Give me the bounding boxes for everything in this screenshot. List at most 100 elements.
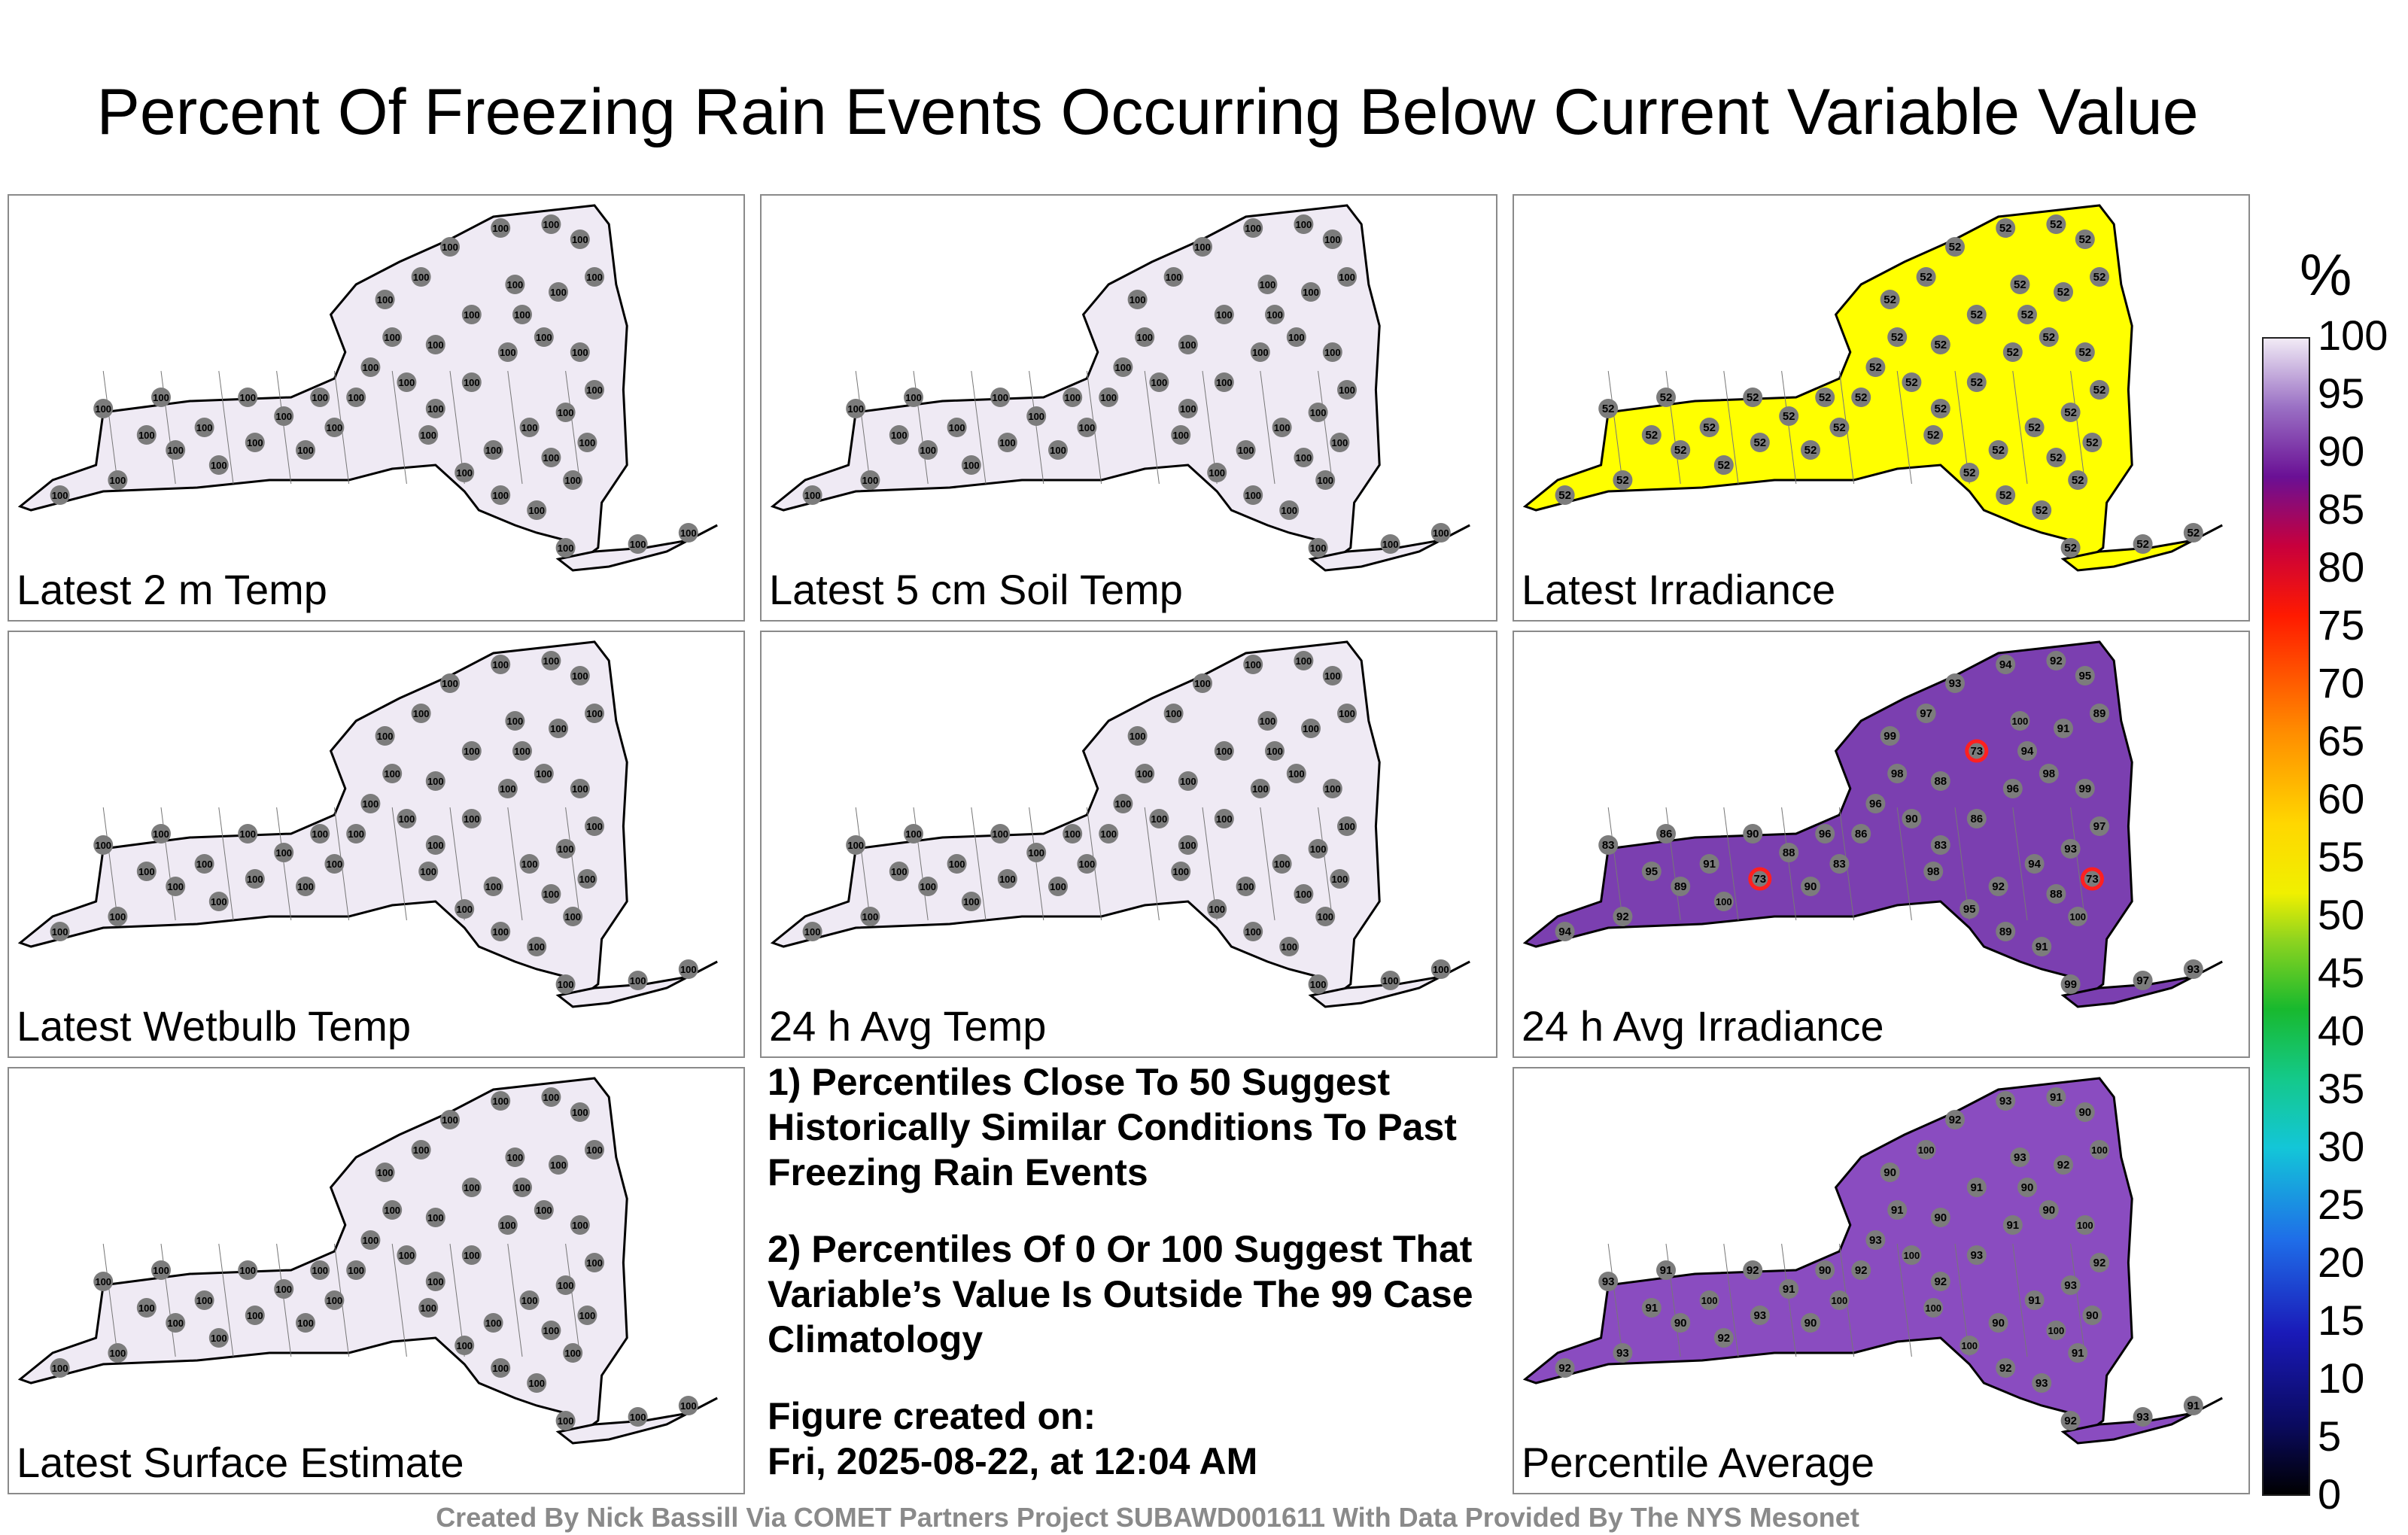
station-value: 52 <box>2057 286 2070 299</box>
station-marker: 90 <box>2075 1102 2095 1122</box>
station-marker: 100 <box>136 1298 157 1318</box>
station-marker: 100 <box>151 1260 171 1280</box>
station-value: 86 <box>1660 828 1673 840</box>
station-value: 52 <box>1616 474 1629 487</box>
station-value: 100 <box>1281 505 1297 516</box>
station-marker: 100 <box>1265 741 1285 761</box>
station-marker: 73 <box>1748 867 1772 891</box>
station-marker: 100 <box>889 425 909 445</box>
station-marker: 100 <box>519 1290 540 1310</box>
station-marker: 90 <box>2039 1200 2059 1220</box>
station-marker: 93 <box>1613 1343 1633 1363</box>
county-line <box>2012 370 2028 485</box>
station-value: 100 <box>456 467 473 479</box>
colorbar-tick-label: 85 <box>2318 485 2365 533</box>
station-value: 93 <box>1970 1249 1983 1262</box>
station-value: 100 <box>1433 527 1449 539</box>
station-value: 100 <box>1317 911 1333 923</box>
station-value: 100 <box>1324 234 1341 245</box>
station-value: 90 <box>2086 1309 2099 1322</box>
station-value: 100 <box>804 926 821 938</box>
figure-title: Percent Of Freezing Rain Events Occurrin… <box>96 76 2199 148</box>
station-value: 100 <box>630 975 646 986</box>
station-value: 100 <box>413 708 430 719</box>
station-value: 100 <box>1324 670 1341 682</box>
station-marker: 92 <box>2046 651 2066 670</box>
map-panel: 100 100 100 100 100 100 100 100 100 100 100 100 100 1… <box>8 194 745 622</box>
station-marker: 100 <box>1294 214 1314 234</box>
station-value: 100 <box>543 889 560 900</box>
station-marker: 100 <box>108 907 128 926</box>
station-value: 100 <box>1100 392 1117 403</box>
station-value: 52 <box>2050 218 2063 231</box>
station-value: 100 <box>399 813 415 825</box>
station-value: 90 <box>1819 1264 1832 1277</box>
map-panel: 92 93 91 90 100 92 93 91 90 100 92 93 91 90 100 92 93 91 9… <box>1513 1067 2250 1494</box>
station-marker: 52 <box>2075 229 2095 249</box>
station-value: 100 <box>949 859 965 870</box>
station-value: 100 <box>312 1265 328 1276</box>
station-value: 100 <box>95 403 111 415</box>
station-marker: 100 <box>1699 1290 1719 1310</box>
station-value: 100 <box>492 1363 509 1374</box>
station-value: 100 <box>297 445 314 456</box>
station-value: 100 <box>572 347 588 358</box>
station-value: 91 <box>2050 1091 2063 1104</box>
station-marker: 100 <box>541 448 561 467</box>
station-value: 100 <box>1266 746 1283 757</box>
station-value: 100 <box>586 272 603 283</box>
station-marker: 90 <box>1801 877 1820 896</box>
station-value: 93 <box>2064 1279 2077 1292</box>
station-marker: 100 <box>585 380 604 400</box>
station-marker: 52 <box>2183 523 2203 543</box>
station-marker: 100 <box>555 1411 576 1430</box>
station-value: 100 <box>1245 926 1261 938</box>
station-marker: 100 <box>860 470 880 490</box>
county-line <box>1318 370 1333 485</box>
station-marker: 100 <box>1048 440 1068 460</box>
station-marker: 92 <box>1851 1260 1871 1280</box>
station-marker: 100 <box>310 824 330 843</box>
station-marker: 89 <box>1996 922 2016 941</box>
station-value: 100 <box>528 941 545 953</box>
station-value: 52 <box>1970 309 1983 321</box>
station-value: 52 <box>1920 271 1932 284</box>
station-value: 100 <box>1339 821 1355 832</box>
station-value: 92 <box>1717 1332 1730 1345</box>
station-value: 100 <box>1918 1144 1935 1156</box>
station-marker: 100 <box>577 433 597 452</box>
station-marker: 52 <box>1815 388 1835 407</box>
station-marker: 52 <box>1713 455 1734 475</box>
station-marker: 100 <box>1337 816 1357 836</box>
station-marker: 100 <box>397 1245 417 1265</box>
county-line <box>1723 1243 1739 1357</box>
station-marker: 100 <box>1308 974 1328 994</box>
station-value: 100 <box>543 655 560 667</box>
station-marker: 100 <box>310 388 330 407</box>
station-marker: 52 <box>1598 399 1619 418</box>
station-value: 100 <box>891 866 908 877</box>
station-marker: 93 <box>1865 1230 1886 1250</box>
station-marker: 100 <box>570 666 590 685</box>
station-marker: 100 <box>2046 1321 2066 1340</box>
station-value: 100 <box>1310 979 1327 990</box>
station-marker: 52 <box>1699 418 1719 437</box>
map-panel: 100 100 100 100 100 100 100 100 100 100 100 100 100 1… <box>760 631 1497 1058</box>
station-value: 100 <box>327 1295 343 1306</box>
station-marker: 100 <box>585 704 604 723</box>
station-value: 93 <box>1616 1347 1629 1360</box>
station-marker: 100 <box>549 282 568 302</box>
county-line <box>1029 807 1044 921</box>
station-marker: 52 <box>1945 237 1965 257</box>
station-marker: 52 <box>2039 327 2059 347</box>
station-value: 100 <box>456 1340 473 1351</box>
station-marker: 100 <box>1337 267 1357 287</box>
station-value: 100 <box>1136 332 1153 343</box>
station-value: 52 <box>2187 527 2200 540</box>
station-marker: 100 <box>1135 327 1155 347</box>
station-marker: 90 <box>1902 809 1922 828</box>
state-outline <box>1522 204 2133 569</box>
panel-label: Latest Irradiance <box>1522 566 1836 613</box>
station-value: 99 <box>1884 730 1896 743</box>
station-value: 100 <box>521 1295 538 1306</box>
